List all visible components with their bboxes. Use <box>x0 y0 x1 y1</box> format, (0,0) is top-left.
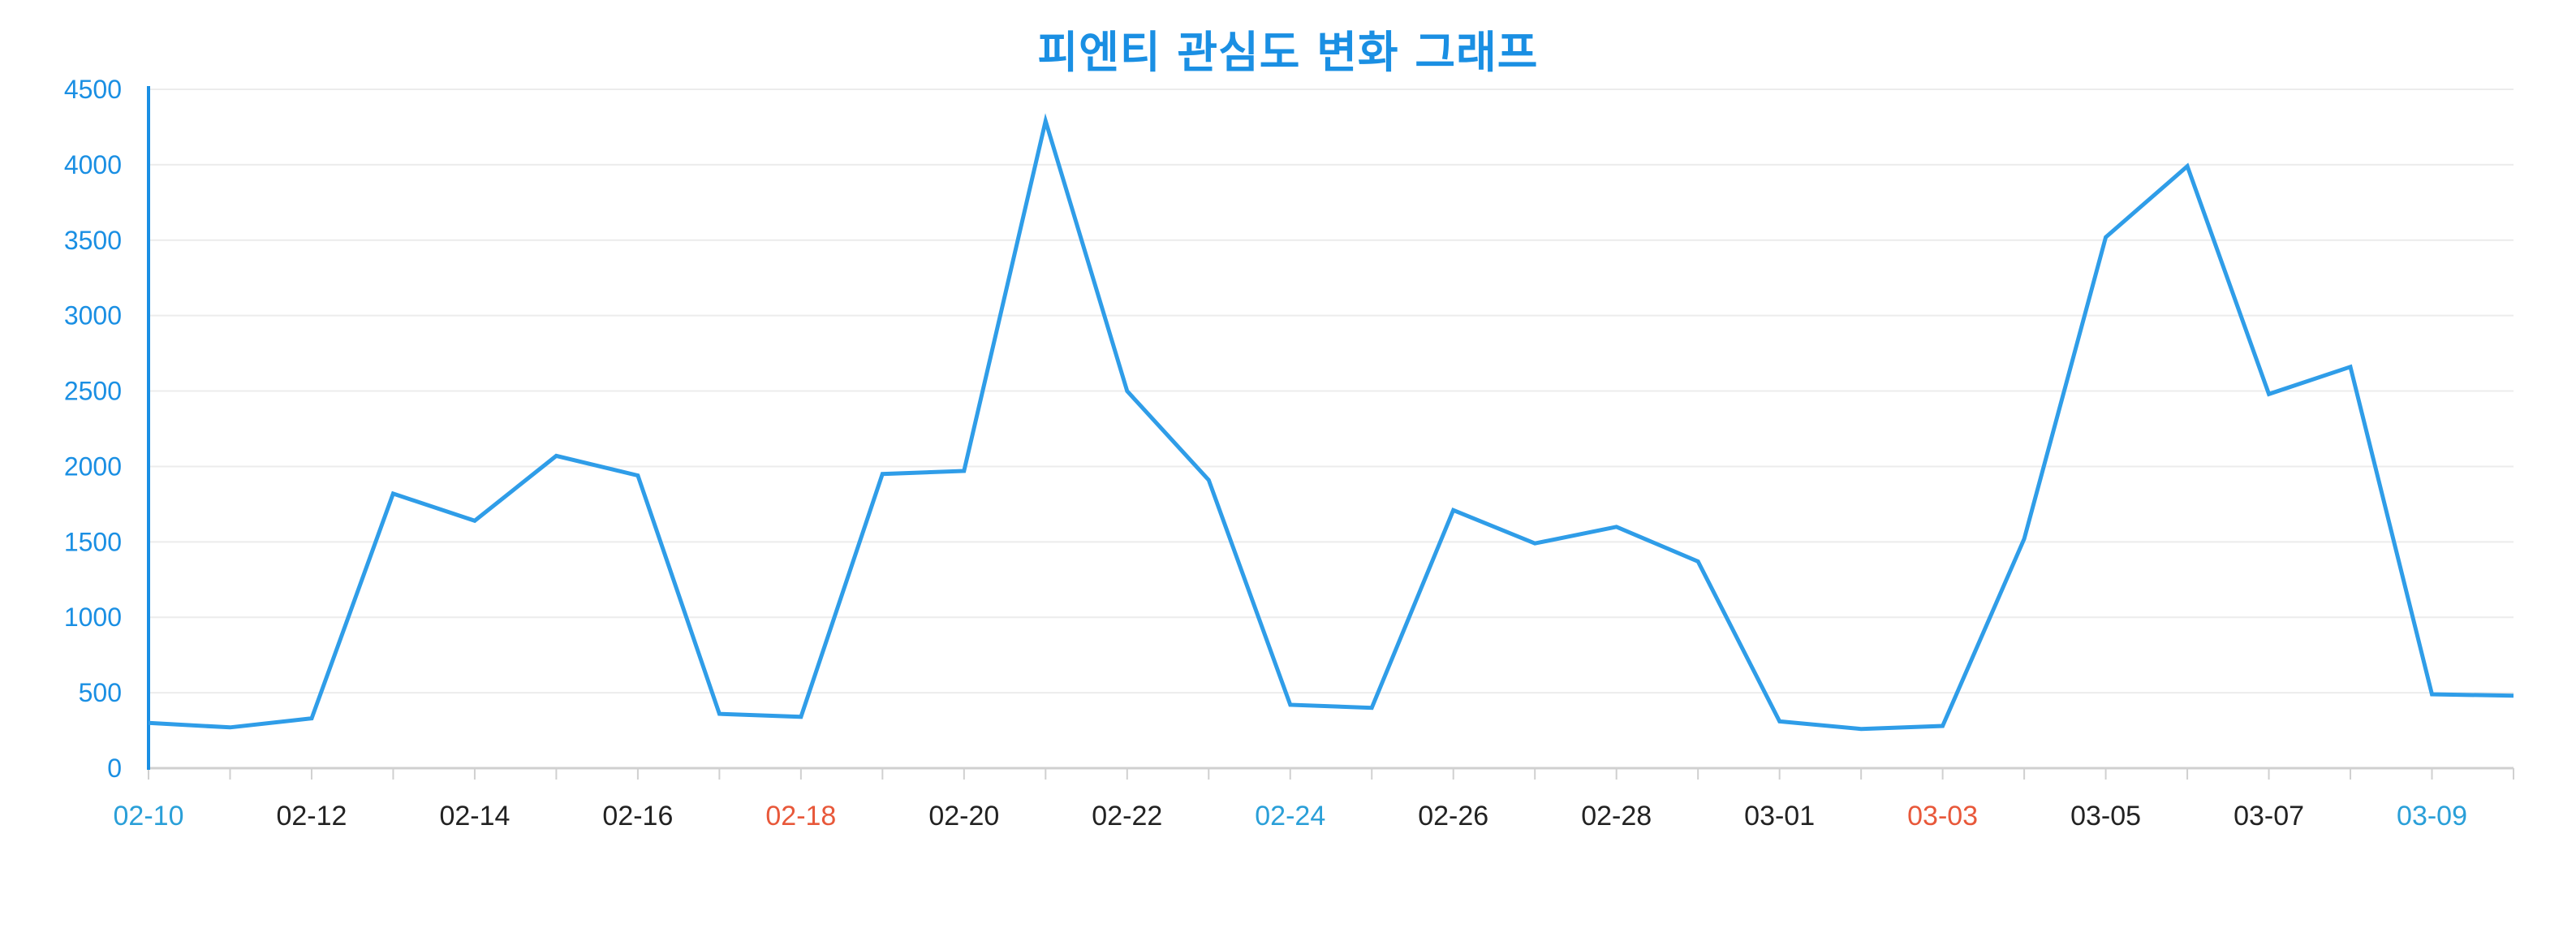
x-tick-label: 02-18 <box>765 801 836 831</box>
x-tick-label: 02-10 <box>114 801 184 831</box>
y-tick-label: 3500 <box>64 226 122 255</box>
x-tick-label: 03-07 <box>2234 801 2304 831</box>
x-tick-label: 03-05 <box>2070 801 2141 831</box>
x-tick-label: 02-12 <box>276 801 347 831</box>
x-tick-label: 02-28 <box>1581 801 1652 831</box>
y-tick-label: 3000 <box>64 301 122 330</box>
y-tick-label: 4000 <box>64 150 122 179</box>
y-tick-label: 2000 <box>64 451 122 481</box>
x-tick-label: 02-22 <box>1092 801 1162 831</box>
chart-title: 피엔티 관심도 변화 그래프 <box>1037 27 1539 78</box>
y-tick-label: 2500 <box>64 377 122 406</box>
x-tick-label: 02-14 <box>439 801 510 831</box>
series-line <box>148 113 2514 732</box>
x-tick-label: 02-16 <box>602 801 673 831</box>
x-tick-label: 02-24 <box>1255 801 1325 831</box>
x-tick-label: 03-09 <box>2397 801 2467 831</box>
y-tick-label: 0 <box>107 754 122 783</box>
y-tick-label: 500 <box>79 678 122 707</box>
x-tick-label: 03-01 <box>1744 801 1815 831</box>
y-tick-label: 1000 <box>64 603 122 632</box>
x-tick-label: 02-20 <box>928 801 999 831</box>
y-tick-label: 1500 <box>64 527 122 556</box>
x-tick-label: 03-03 <box>1907 801 1978 831</box>
x-tick-label: 02-26 <box>1418 801 1488 831</box>
y-tick-label: 4500 <box>64 75 122 104</box>
